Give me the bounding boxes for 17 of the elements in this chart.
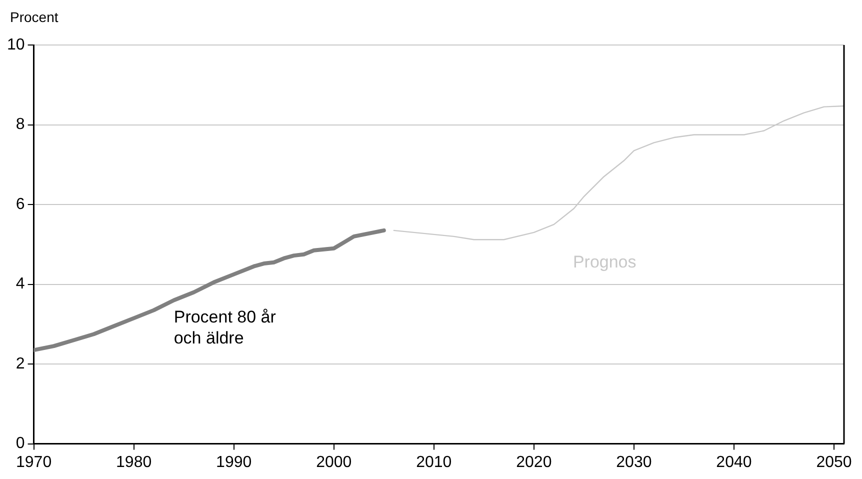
y-axis-title: Procent [10, 9, 58, 25]
x-tick-label: 2050 [816, 454, 852, 471]
x-tick-label: 2040 [716, 454, 752, 471]
x-tick-label: 2020 [516, 454, 552, 471]
y-tick-label: 4 [16, 276, 25, 293]
x-tick-label: 2030 [616, 454, 652, 471]
y-tick-label: 10 [7, 36, 25, 54]
x-tick-label: 2000 [316, 454, 352, 471]
x-tick-label: 1980 [116, 454, 152, 471]
y-tick-label: 0 [16, 435, 25, 452]
series-label: Procent 80 år och äldre [174, 307, 276, 348]
x-tick-label: 2010 [416, 454, 452, 471]
y-tick-label: 6 [16, 196, 25, 213]
x-tick-label: 1970 [16, 454, 52, 471]
y-tick-label: 2 [16, 355, 25, 372]
x-tick-label: 1990 [216, 454, 252, 471]
y-tick-label: 8 [16, 116, 25, 134]
